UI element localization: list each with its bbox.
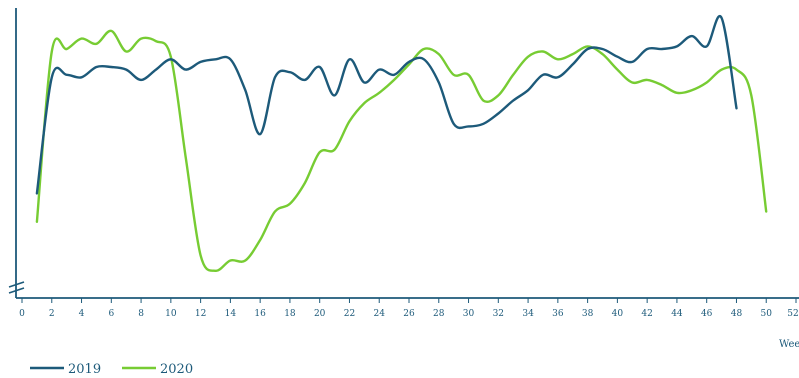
x-tick-label: 52 [787, 309, 798, 319]
x-tick-label: 10 [165, 309, 177, 319]
series-lines [35, 14, 768, 273]
legend-label-2019: 2019 [68, 362, 101, 377]
x-tick-label: 0 [19, 309, 25, 319]
x-tick-label: 46 [701, 309, 713, 319]
x-tick-label: 36 [552, 309, 564, 319]
x-tick-label: 44 [671, 309, 683, 319]
x-tick-label: 20 [314, 309, 326, 319]
x-tick-label: 16 [254, 309, 266, 319]
x-tick-label: 38 [582, 309, 594, 319]
x-tick-label: 12 [195, 309, 206, 319]
x-tick-label: 42 [641, 309, 652, 319]
series-line-2020 [35, 29, 768, 273]
x-tick-label: 26 [403, 309, 415, 319]
x-tick-label: 6 [108, 309, 114, 319]
legend-label-2020: 2020 [160, 362, 193, 377]
x-tick-label: 14 [225, 309, 237, 319]
x-tick-label: 30 [463, 309, 475, 319]
x-tick-label: 40 [612, 309, 624, 319]
y-axis-break [8, 281, 25, 294]
x-tick-label: 18 [284, 309, 296, 319]
x-ticks: 0 2 4 6 8 10 12 14 16 18 20 22 24 26 28 30 32 34 36 38 40 42 4… [19, 298, 799, 319]
x-tick-label: 4 [79, 309, 85, 319]
x-tick-label: 48 [731, 309, 743, 319]
x-tick-label: 28 [433, 309, 445, 319]
x-tick-label: 2 [49, 309, 55, 319]
x-tick-label: 50 [761, 309, 773, 319]
legend: 2019 2020 [30, 362, 193, 377]
x-tick-label: 34 [522, 309, 534, 319]
x-tick-label: 24 [374, 309, 386, 319]
x-tick-label: 32 [493, 309, 504, 319]
x-tick-label: 22 [344, 309, 355, 319]
x-axis-title: Wee [779, 339, 799, 350]
x-tick-label: 8 [138, 309, 144, 319]
series-line-2019 [35, 14, 738, 195]
